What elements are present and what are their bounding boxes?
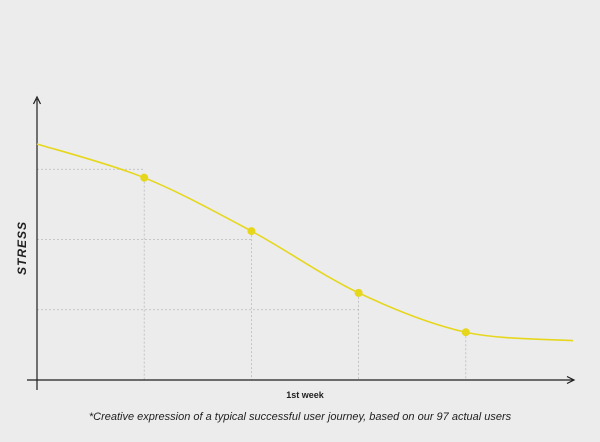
x-tick-labels: 1st week — [286, 390, 325, 400]
y-axis-arrow — [32, 95, 42, 105]
x-tick-label: 1st week — [286, 390, 325, 400]
stress-line — [36, 143, 574, 342]
data-point-marker — [247, 227, 256, 236]
series-group — [36, 143, 574, 342]
x-axis-arrow — [566, 375, 576, 385]
y-axis-label: STRESS — [15, 220, 29, 275]
footnote: *Creative expression of a typical succes… — [88, 411, 512, 423]
data-point-marker — [140, 173, 149, 182]
axes — [27, 95, 576, 390]
data-point-marker — [461, 328, 470, 337]
guide-lines — [37, 168, 467, 380]
data-point-marker — [354, 288, 363, 297]
